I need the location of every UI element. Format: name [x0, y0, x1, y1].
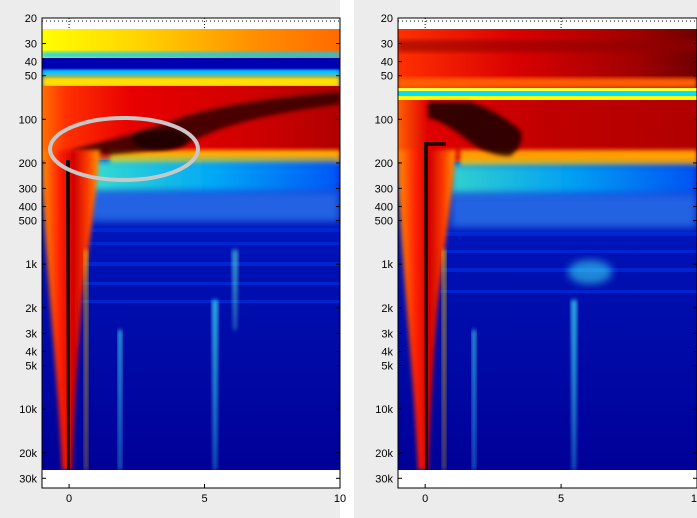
right-vertical-spikes — [442, 250, 577, 470]
right-ytick-label: 3k — [381, 328, 393, 340]
left-band-cyan — [42, 52, 340, 58]
right-ytick-label: 2k — [381, 303, 393, 315]
left-ytick-label: 20 — [25, 13, 37, 25]
left-xtick-label: 5 — [201, 493, 207, 505]
left-band-yellow — [42, 76, 340, 88]
right-band-top-stripe — [398, 40, 697, 52]
right-band-orange — [398, 78, 697, 88]
right-band-yellow — [398, 88, 697, 91]
left-cyan-region — [90, 160, 340, 192]
left-ytick-label: 500 — [19, 216, 37, 228]
left-ytick-label: 400 — [19, 202, 37, 214]
left-ytick-label: 4k — [25, 346, 37, 358]
right-axis-ticks: 203040501002003004005001k2k3k4k5k10k20k3… — [375, 13, 697, 505]
right-axes-frame — [397, 17, 697, 489]
left-ytick-label: 1k — [25, 259, 37, 271]
right-ytick-label: 30k — [375, 473, 393, 485]
right-ytick-label: 10k — [375, 404, 393, 416]
right-ytick-label: 20k — [375, 448, 393, 460]
left-axis-ticks: 203040501002003004005001k2k3k4k5k10k20k3… — [19, 13, 346, 505]
left-red-wedge — [42, 150, 100, 470]
right-ytick-label: 300 — [375, 183, 393, 195]
left-ytick-label: 3k — [25, 328, 37, 340]
left-stripes — [80, 228, 340, 303]
left-ytick-label: 30k — [19, 473, 37, 485]
right-ridge-line — [424, 142, 428, 470]
right-band-orange-edge — [460, 150, 697, 166]
left-ytick-label: 50 — [25, 71, 37, 83]
right-panel: 203040501002003004005001k2k3k4k5k10k20k3… — [375, 13, 697, 505]
left-ytick-label: 2k — [25, 303, 37, 315]
left-vertical-spikes — [84, 250, 238, 470]
right-dark-blob — [428, 102, 522, 156]
right-ytick-label: 40 — [381, 57, 393, 69]
left-ridge-line — [66, 160, 70, 470]
right-ytick-label: 500 — [375, 216, 393, 228]
right-ytick-label: 20 — [381, 13, 393, 25]
left-heatmap — [42, 29, 340, 470]
right-ytick-label: 100 — [375, 114, 393, 126]
right-ytick-label: 50 — [381, 71, 393, 83]
right-cyan-patch — [568, 260, 612, 284]
left-ytick-label: 300 — [19, 183, 37, 195]
right-band-cyan — [398, 91, 697, 96]
left-band-cyan2 — [42, 70, 340, 76]
right-xtick-label: 10 — [691, 493, 697, 505]
panel-gutter — [340, 0, 354, 518]
right-ytick-label: 400 — [375, 202, 393, 214]
left-dark-blob — [132, 130, 188, 150]
right-ytick-label: 200 — [375, 158, 393, 170]
left-panel: 203040501002003004005001k2k3k4k5k10k20k3… — [19, 13, 346, 505]
right-ytick-label: 1k — [381, 259, 393, 271]
annotation-ellipse — [48, 116, 200, 182]
right-xtick-label: 0 — [422, 493, 428, 505]
right-heatmap — [398, 29, 697, 470]
left-xtick-label: 10 — [334, 493, 346, 505]
right-ytick-label: 4k — [381, 346, 393, 358]
left-axes-frame — [41, 17, 341, 489]
left-ytick-label: 30 — [25, 39, 37, 51]
right-cyan-region — [450, 164, 697, 194]
right-band-yellow2 — [398, 96, 697, 100]
left-light-blue-region — [90, 192, 340, 222]
left-ytick-label: 20k — [19, 448, 37, 460]
right-light-blue-region — [450, 194, 697, 228]
right-ridge-top — [426, 142, 446, 146]
left-xtick-label: 0 — [66, 493, 72, 505]
left-ytick-label: 100 — [19, 114, 37, 126]
left-ytick-label: 200 — [19, 158, 37, 170]
left-ytick-label: 5k — [25, 361, 37, 373]
left-ytick-label: 40 — [25, 57, 37, 69]
right-ytick-label: 30 — [381, 39, 393, 51]
left-band-blue — [42, 58, 340, 70]
right-ytick-label: 5k — [381, 361, 393, 373]
right-xtick-label: 5 — [558, 493, 564, 505]
left-ytick-label: 10k — [19, 404, 37, 416]
